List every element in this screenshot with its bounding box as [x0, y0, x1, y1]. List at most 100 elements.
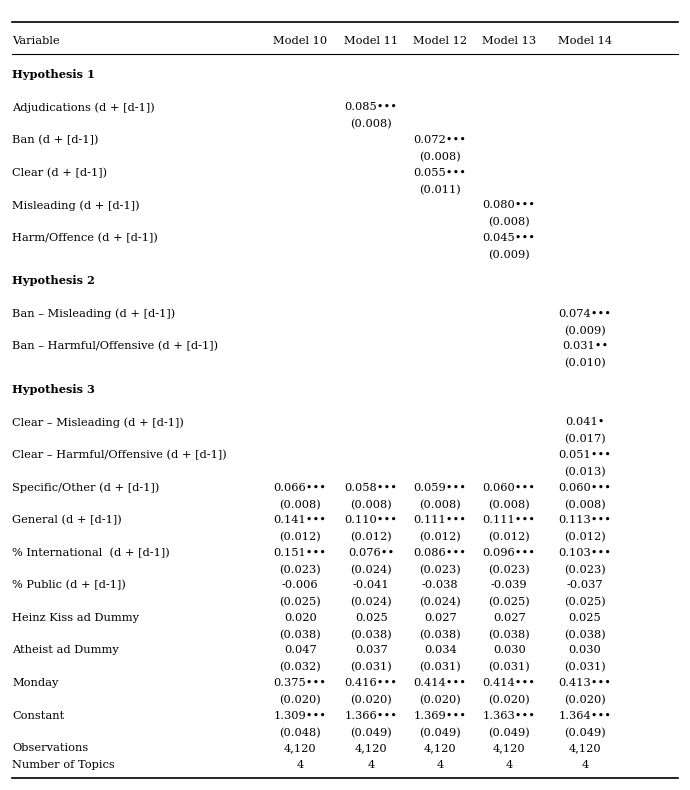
- Text: 0.060•••: 0.060•••: [559, 483, 611, 492]
- Text: Clear – Harmful/Offensive (d + [d-1]): Clear – Harmful/Offensive (d + [d-1]): [12, 450, 227, 461]
- Text: (0.008): (0.008): [489, 499, 530, 510]
- Text: 0.413•••: 0.413•••: [559, 678, 611, 688]
- Text: (0.020): (0.020): [564, 695, 606, 705]
- Text: 0.416•••: 0.416•••: [345, 678, 397, 688]
- Text: -0.038: -0.038: [422, 581, 459, 590]
- Text: Monday: Monday: [12, 678, 59, 688]
- Text: (0.012): (0.012): [489, 532, 530, 543]
- Text: 0.055•••: 0.055•••: [414, 167, 466, 178]
- Text: (0.038): (0.038): [489, 630, 530, 640]
- Text: 0.037: 0.037: [355, 645, 388, 656]
- Text: 4: 4: [582, 760, 589, 770]
- Text: (0.008): (0.008): [351, 119, 392, 130]
- Text: (0.012): (0.012): [420, 532, 461, 543]
- Text: Constant: Constant: [12, 711, 65, 720]
- Text: 0.111•••: 0.111•••: [483, 515, 535, 525]
- Text: 0.076••: 0.076••: [348, 547, 395, 558]
- Text: 0.025: 0.025: [569, 613, 602, 623]
- Text: 1.369•••: 1.369•••: [414, 711, 466, 720]
- Text: Ban (d + [d-1]): Ban (d + [d-1]): [12, 135, 99, 145]
- Text: 4: 4: [437, 760, 444, 770]
- Text: (0.024): (0.024): [351, 565, 392, 575]
- Text: Specific/Other (d + [d-1]): Specific/Other (d + [d-1]): [12, 483, 160, 493]
- Text: 0.025: 0.025: [355, 613, 388, 623]
- Text: 0.141•••: 0.141•••: [274, 515, 326, 525]
- Text: General (d + [d-1]): General (d + [d-1]): [12, 515, 122, 525]
- Text: (0.020): (0.020): [420, 695, 461, 705]
- Text: (0.031): (0.031): [564, 662, 606, 672]
- Text: (0.020): (0.020): [489, 695, 530, 705]
- Text: (0.031): (0.031): [420, 662, 461, 672]
- Text: -0.037: -0.037: [566, 581, 604, 590]
- Text: 0.111•••: 0.111•••: [414, 515, 466, 525]
- Text: (0.008): (0.008): [489, 217, 530, 228]
- Text: Heinz Kiss ad Dummy: Heinz Kiss ad Dummy: [12, 613, 139, 623]
- Text: (0.008): (0.008): [351, 499, 392, 510]
- Text: Model 11: Model 11: [344, 36, 398, 46]
- Text: (0.009): (0.009): [489, 250, 530, 260]
- Text: (0.011): (0.011): [420, 185, 461, 195]
- Text: (0.023): (0.023): [279, 565, 321, 575]
- Text: 0.059•••: 0.059•••: [414, 483, 466, 492]
- Text: (0.008): (0.008): [564, 499, 606, 510]
- Text: 4: 4: [506, 760, 513, 770]
- Text: (0.049): (0.049): [489, 728, 530, 738]
- Text: (0.009): (0.009): [564, 325, 606, 336]
- Text: 0.113•••: 0.113•••: [559, 515, 611, 525]
- Text: Hypothesis 2: Hypothesis 2: [12, 275, 95, 286]
- Text: 0.074•••: 0.074•••: [559, 309, 611, 319]
- Text: (0.023): (0.023): [489, 565, 530, 575]
- Text: (0.012): (0.012): [279, 532, 321, 543]
- Text: % International  (d + [d-1]): % International (d + [d-1]): [12, 547, 170, 558]
- Text: (0.025): (0.025): [489, 597, 530, 608]
- Text: 0.080•••: 0.080•••: [483, 200, 535, 210]
- Text: 0.086•••: 0.086•••: [414, 547, 466, 558]
- Text: -0.041: -0.041: [353, 581, 390, 590]
- Text: 0.375•••: 0.375•••: [274, 678, 326, 688]
- Text: 0.027: 0.027: [493, 613, 526, 623]
- Text: 0.110•••: 0.110•••: [345, 515, 397, 525]
- Text: 0.034: 0.034: [424, 645, 457, 656]
- Text: 4,120: 4,120: [424, 743, 457, 753]
- Text: (0.020): (0.020): [351, 695, 392, 705]
- Text: Model 12: Model 12: [413, 36, 467, 46]
- Text: -0.039: -0.039: [491, 581, 528, 590]
- Text: 1.309•••: 1.309•••: [274, 711, 326, 720]
- Text: Observations: Observations: [12, 743, 89, 753]
- Text: (0.049): (0.049): [420, 728, 461, 738]
- Text: 0.072•••: 0.072•••: [414, 135, 466, 145]
- Text: 0.096•••: 0.096•••: [483, 547, 535, 558]
- Text: Ban – Harmful/Offensive (d + [d-1]): Ban – Harmful/Offensive (d + [d-1]): [12, 341, 219, 352]
- Text: 0.027: 0.027: [424, 613, 457, 623]
- Text: (0.031): (0.031): [489, 662, 530, 672]
- Text: 0.020: 0.020: [284, 613, 317, 623]
- Text: 0.085•••: 0.085•••: [345, 103, 397, 112]
- Text: (0.012): (0.012): [564, 532, 606, 543]
- Text: (0.008): (0.008): [420, 152, 461, 162]
- Text: Number of Topics: Number of Topics: [12, 760, 115, 770]
- Text: (0.038): (0.038): [564, 630, 606, 640]
- Text: % Public (d + [d-1]): % Public (d + [d-1]): [12, 581, 126, 591]
- Text: (0.008): (0.008): [420, 499, 461, 510]
- Text: (0.048): (0.048): [279, 728, 321, 738]
- Text: (0.023): (0.023): [564, 565, 606, 575]
- Text: 0.151•••: 0.151•••: [274, 547, 326, 558]
- Text: Variable: Variable: [12, 36, 60, 46]
- Text: 4: 4: [368, 760, 375, 770]
- Text: (0.013): (0.013): [564, 467, 606, 477]
- Text: Hypothesis 3: Hypothesis 3: [12, 384, 95, 395]
- Text: 0.414•••: 0.414•••: [414, 678, 466, 688]
- Text: 0.041•: 0.041•: [565, 417, 605, 427]
- Text: 0.031••: 0.031••: [562, 341, 609, 352]
- Text: (0.010): (0.010): [564, 359, 606, 369]
- Text: (0.023): (0.023): [420, 565, 461, 575]
- Text: Hypothesis 1: Hypothesis 1: [12, 69, 95, 80]
- Text: Ban – Misleading (d + [d-1]): Ban – Misleading (d + [d-1]): [12, 309, 176, 319]
- Text: 4,120: 4,120: [569, 743, 602, 753]
- Text: (0.025): (0.025): [279, 597, 321, 608]
- Text: (0.020): (0.020): [279, 695, 321, 705]
- Text: 0.066•••: 0.066•••: [274, 483, 326, 492]
- Text: 4,120: 4,120: [355, 743, 388, 753]
- Text: (0.024): (0.024): [420, 597, 461, 608]
- Text: 0.058•••: 0.058•••: [345, 483, 397, 492]
